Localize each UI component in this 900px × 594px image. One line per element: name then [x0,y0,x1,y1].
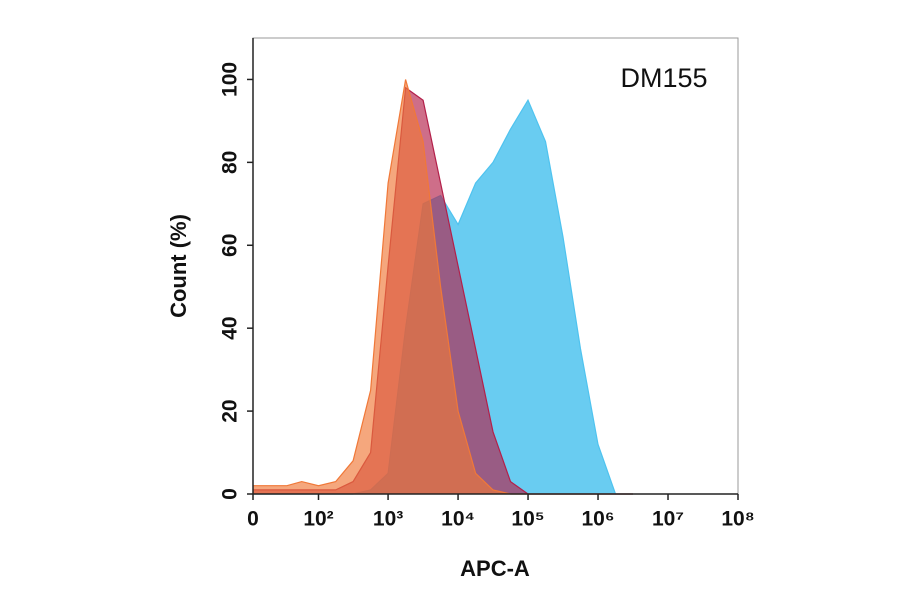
y-tick-label: 100 [219,62,242,97]
x-tick-label: 0 [247,508,259,531]
area-fill [253,79,633,494]
x-tick-label: 10⁸ [721,508,754,531]
x-tick-label: 10⁶ [582,508,615,531]
y-tick-label: 0 [219,488,242,500]
y-tick-label: 60 [219,234,242,257]
y-tick-label: 20 [219,399,242,422]
x-tick-label: 10⁴ [441,508,475,531]
x-tick-label: 10² [303,508,333,531]
x-tick-label: 10³ [373,508,403,531]
annotation: DM155 [620,63,707,93]
x-tick-label: 10⁷ [652,508,684,531]
y-tick-label: 40 [219,317,242,340]
x-axis-label: APC-A [460,556,530,581]
x-tick-label: 10⁵ [511,508,544,531]
y-tick-label: 80 [219,151,242,174]
y-axis-label: Count (%) [166,214,191,318]
area-fill [253,87,633,494]
